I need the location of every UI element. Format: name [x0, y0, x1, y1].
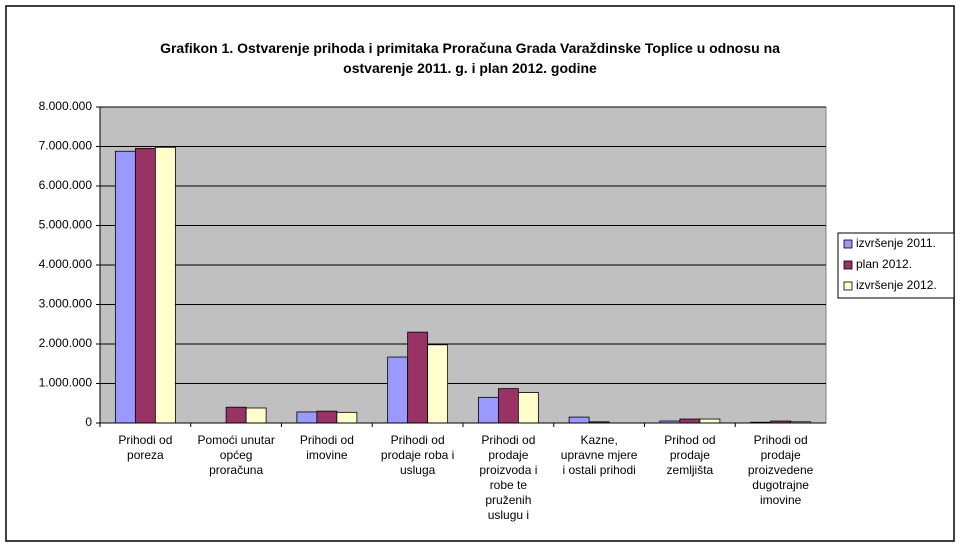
bar — [114, 150, 136, 424]
y-tick-label: 6.000.000 — [39, 178, 93, 192]
y-tick-label: 5.000.000 — [39, 218, 93, 232]
y-tick-label: 4.000.000 — [39, 257, 93, 271]
bar — [336, 411, 358, 424]
y-tick-label: 0 — [85, 415, 92, 429]
x-tick-label: Prihodi od poreza — [118, 433, 173, 462]
bar — [427, 344, 449, 424]
legend-label: izvršenje 2011. — [856, 236, 936, 250]
y-tick-label: 2.000.000 — [39, 336, 93, 350]
y-tick-label: 1.000.000 — [39, 376, 93, 390]
y-tick-label: 3.000.000 — [39, 297, 93, 311]
bar — [517, 392, 539, 424]
x-tick-label: Prihod od prodaje zemljišta — [664, 433, 716, 477]
legend-label: plan 2012. — [856, 257, 912, 271]
bar — [679, 418, 701, 424]
bar — [296, 411, 318, 424]
x-tick-label: Kazne, upravne mjere i ostali prihodi — [560, 433, 638, 477]
legend-box — [837, 232, 955, 299]
bar — [154, 146, 176, 424]
legend-label: izvršenje 2012. — [856, 278, 937, 292]
bar — [316, 410, 338, 424]
x-tick-label: Prihodi od prodaje proizvedene dugotrajn… — [747, 433, 814, 507]
y-tick-label: 7.000.000 — [39, 139, 93, 153]
y-tick-label: 8.000.000 — [39, 99, 93, 113]
bar — [407, 331, 429, 424]
bar — [245, 407, 267, 424]
x-tick-label: Prihodi od imovine — [299, 433, 354, 462]
x-tick-label: Pomoći unutar općeg proračuna — [197, 433, 275, 477]
bar — [477, 396, 499, 424]
legend-swatch — [843, 260, 853, 270]
bar — [225, 406, 247, 424]
bar — [134, 148, 156, 424]
bar — [497, 388, 519, 424]
x-tick-label: Prihodi od prodaje proizvoda i robe te p… — [479, 433, 538, 522]
bar — [387, 356, 409, 424]
x-tick-label: Prihodi od prodaje roba i usluga — [380, 433, 455, 477]
legend-swatch — [843, 239, 853, 249]
legend-swatch — [843, 281, 853, 291]
bar — [699, 418, 721, 424]
chart-title: Grafikon 1. Ostvarenje prihoda i primita… — [160, 40, 780, 76]
bar — [568, 416, 590, 424]
